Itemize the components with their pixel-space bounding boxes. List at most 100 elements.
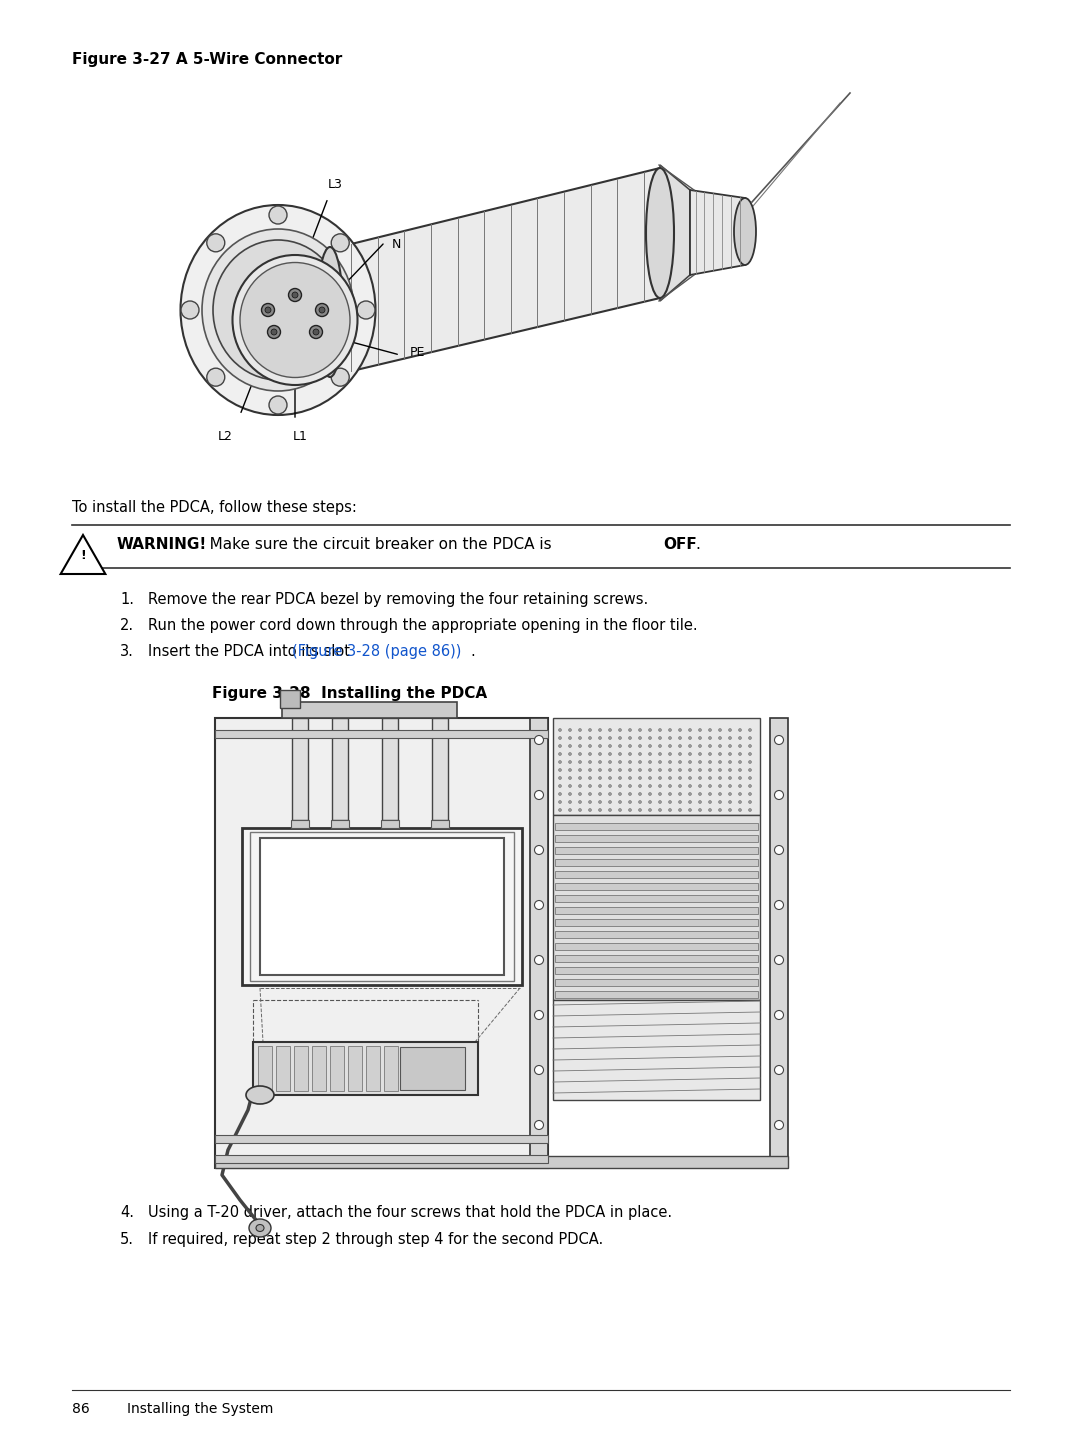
Ellipse shape (619, 768, 621, 772)
Text: !: ! (80, 549, 86, 562)
Ellipse shape (598, 808, 602, 811)
Ellipse shape (648, 752, 651, 755)
Ellipse shape (748, 745, 752, 748)
Ellipse shape (357, 301, 375, 319)
Text: Using a T-20 driver, attach the four screws that hold the PDCA in place.: Using a T-20 driver, attach the four scr… (148, 1205, 672, 1219)
Ellipse shape (256, 1225, 264, 1231)
Ellipse shape (678, 801, 681, 804)
Ellipse shape (689, 745, 691, 748)
Ellipse shape (629, 777, 632, 779)
Ellipse shape (535, 1066, 543, 1074)
Ellipse shape (629, 729, 632, 732)
Ellipse shape (579, 808, 581, 811)
Text: L1: L1 (293, 430, 308, 443)
Ellipse shape (202, 229, 354, 391)
Ellipse shape (708, 761, 712, 764)
Ellipse shape (669, 792, 672, 795)
Ellipse shape (619, 752, 621, 755)
Ellipse shape (619, 729, 621, 732)
Ellipse shape (718, 745, 721, 748)
Ellipse shape (689, 761, 691, 764)
Text: Make sure the circuit breaker on the PDCA is: Make sure the circuit breaker on the PDC… (195, 536, 556, 552)
Ellipse shape (708, 801, 712, 804)
Ellipse shape (739, 777, 742, 779)
Ellipse shape (678, 745, 681, 748)
Ellipse shape (598, 752, 602, 755)
Text: L2: L2 (217, 430, 232, 443)
Ellipse shape (708, 768, 712, 772)
Bar (555, 883, 758, 890)
Ellipse shape (269, 395, 287, 414)
Ellipse shape (608, 785, 611, 788)
Ellipse shape (638, 736, 642, 739)
Ellipse shape (669, 736, 672, 739)
Ellipse shape (579, 785, 581, 788)
Text: .: . (696, 536, 700, 552)
Ellipse shape (689, 729, 691, 732)
Ellipse shape (315, 303, 328, 316)
Ellipse shape (729, 777, 731, 779)
Ellipse shape (774, 1011, 783, 1020)
Ellipse shape (619, 761, 621, 764)
Ellipse shape (598, 729, 602, 732)
Ellipse shape (748, 761, 752, 764)
Text: OFF: OFF (663, 536, 697, 552)
Ellipse shape (638, 785, 642, 788)
Bar (555, 858, 758, 866)
Bar (260, 838, 504, 975)
Ellipse shape (689, 785, 691, 788)
Ellipse shape (608, 736, 611, 739)
Ellipse shape (708, 745, 712, 748)
Bar (381, 820, 399, 828)
Ellipse shape (646, 168, 674, 298)
Ellipse shape (774, 1120, 783, 1129)
Bar (555, 835, 758, 843)
Ellipse shape (699, 808, 702, 811)
Bar (553, 718, 760, 815)
Ellipse shape (619, 736, 621, 739)
Text: 86: 86 (72, 1402, 90, 1416)
Text: WARNING!: WARNING! (117, 536, 207, 552)
Ellipse shape (558, 761, 562, 764)
Ellipse shape (708, 752, 712, 755)
Ellipse shape (608, 777, 611, 779)
Ellipse shape (718, 792, 721, 795)
Bar (253, 1043, 478, 1094)
Ellipse shape (648, 736, 651, 739)
Ellipse shape (619, 745, 621, 748)
Ellipse shape (739, 761, 742, 764)
Ellipse shape (535, 900, 543, 909)
Bar (555, 823, 758, 830)
Bar (366, 1045, 380, 1091)
Ellipse shape (689, 808, 691, 811)
Ellipse shape (689, 792, 691, 795)
Ellipse shape (246, 1086, 274, 1104)
Ellipse shape (678, 808, 681, 811)
Text: 1.: 1. (120, 592, 134, 607)
Ellipse shape (249, 1219, 271, 1237)
Ellipse shape (535, 1011, 543, 1020)
Ellipse shape (748, 808, 752, 811)
Ellipse shape (748, 801, 752, 804)
Ellipse shape (774, 735, 783, 745)
Polygon shape (335, 168, 660, 375)
Ellipse shape (629, 785, 632, 788)
Ellipse shape (659, 761, 661, 764)
Ellipse shape (629, 792, 632, 795)
Ellipse shape (699, 768, 702, 772)
Ellipse shape (288, 289, 301, 302)
Ellipse shape (669, 808, 672, 811)
Ellipse shape (535, 955, 543, 965)
Ellipse shape (579, 768, 581, 772)
Ellipse shape (558, 785, 562, 788)
Text: To install the PDCA, follow these steps:: To install the PDCA, follow these steps: (72, 500, 356, 515)
Ellipse shape (558, 745, 562, 748)
Ellipse shape (619, 777, 621, 779)
Ellipse shape (708, 785, 712, 788)
Ellipse shape (699, 729, 702, 732)
Ellipse shape (669, 752, 672, 755)
Ellipse shape (206, 234, 225, 252)
Ellipse shape (748, 736, 752, 739)
Ellipse shape (739, 752, 742, 755)
Ellipse shape (739, 785, 742, 788)
